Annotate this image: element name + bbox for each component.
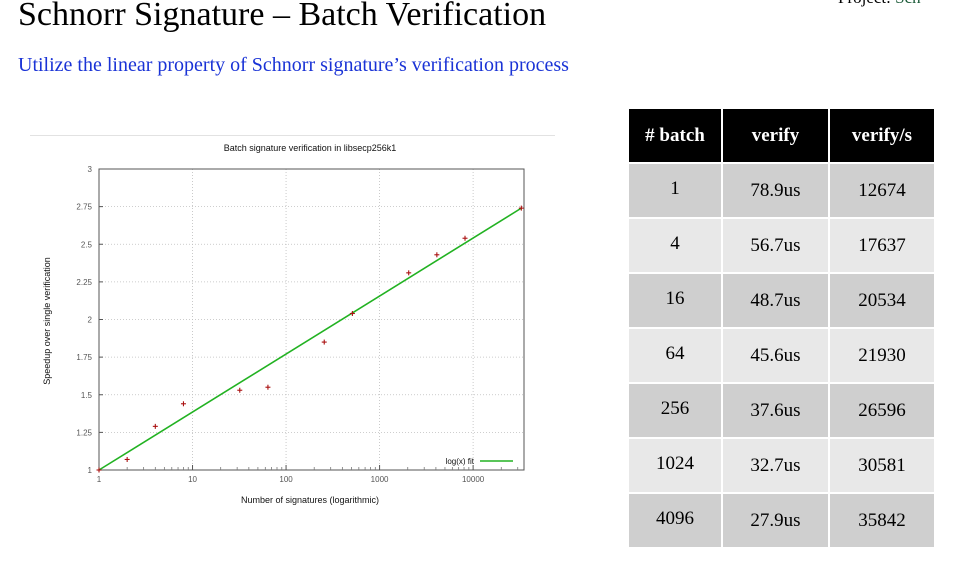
data-point: [180, 401, 186, 407]
y-tick-label: 1.5: [81, 391, 93, 400]
table-row: 1 78.9us 12674: [629, 162, 934, 218]
cell-verify: 48.7us: [722, 272, 830, 328]
legend-label: log(x) fit: [446, 457, 475, 466]
x-tick-label: 10: [188, 475, 197, 484]
batch-table: # batch verify verify/s 1 78.9us 12674 4…: [629, 109, 934, 547]
data-point: [434, 252, 440, 258]
cell-verify: 56.7us: [722, 217, 830, 273]
fit-series: [98, 207, 522, 471]
y-tick-label: 1.75: [76, 353, 92, 362]
y-tick-label: 2: [88, 316, 93, 325]
y-tick-label: 1: [88, 466, 93, 475]
speedup-chart: Batch signature verification in libsecp2…: [30, 135, 555, 515]
table-row: 16 48.7us 20534: [629, 272, 934, 328]
y-tick-label: 2.5: [81, 240, 93, 249]
data-point: [462, 235, 468, 241]
cell-verify-per-s: 12674: [829, 162, 934, 218]
header-verify-per-s: verify/s: [829, 109, 934, 163]
cell-verify-per-s: 35842: [829, 492, 934, 547]
x-tick-label: 100: [279, 475, 293, 484]
cell-verify: 78.9us: [722, 162, 830, 218]
chart-ticks: 1 1.25 1.5 1.75 2 2.25 2.5 2.75 3 1 10 100 1000 10000: [76, 165, 519, 484]
data-point: [518, 205, 524, 211]
cell-verify: 32.7us: [722, 437, 830, 493]
chart-svg: Batch signature verification in libsecp2…: [30, 135, 555, 505]
chart-title: Batch signature verification in libsecp2…: [224, 143, 397, 153]
cell-batch: 1: [629, 162, 723, 218]
y-tick-label: 3: [88, 165, 93, 174]
cell-verify-per-s: 20534: [829, 272, 934, 328]
fit-line: [98, 207, 522, 471]
data-point: [152, 423, 158, 429]
slide-subtitle: Utilize the linear property of Schnorr s…: [18, 54, 569, 76]
cell-verify-per-s: 17637: [829, 217, 934, 273]
table-row: 64 45.6us 21930: [629, 327, 934, 383]
cell-verify: 27.9us: [722, 492, 830, 547]
data-point: [237, 387, 243, 393]
data-point: [349, 310, 355, 316]
cell-verify-per-s: 21930: [829, 327, 934, 383]
cell-verify-per-s: 30581: [829, 437, 934, 493]
x-tick-label: 10000: [462, 475, 485, 484]
project-label-tail: Sch: [895, 0, 921, 7]
cell-verify: 45.6us: [722, 327, 830, 383]
table-header-row: # batch verify verify/s: [629, 109, 934, 163]
project-label: Project: Sch: [838, 0, 921, 8]
slide-title: Schnorr Signature – Batch Verification: [18, 0, 547, 33]
y-tick-label: 2.75: [76, 203, 92, 212]
header-verify: verify: [722, 109, 830, 163]
project-label-text: Project:: [838, 0, 891, 7]
data-point: [265, 384, 271, 390]
cell-batch: 4096: [629, 492, 723, 547]
data-point: [406, 270, 412, 276]
cell-verify-per-s: 26596: [829, 382, 934, 438]
data-point: [124, 456, 130, 462]
cell-batch: 4: [629, 217, 723, 273]
y-tick-label: 2.25: [76, 278, 92, 287]
chart-legend: log(x) fit: [446, 457, 513, 466]
data-point: [96, 467, 102, 473]
x-axis-label: Number of signatures (logarithmic): [241, 495, 379, 505]
table-row: 256 37.6us 26596: [629, 382, 934, 438]
cell-batch: 64: [629, 327, 723, 383]
y-axis-label: Speedup over single verification: [42, 257, 52, 385]
x-tick-label: 1: [97, 475, 102, 484]
data-point: [321, 339, 327, 345]
table-row: 4096 27.9us 35842: [629, 492, 934, 547]
y-tick-label: 1.25: [76, 428, 92, 437]
point-series: [96, 205, 524, 473]
header-batch: # batch: [629, 109, 723, 163]
cell-batch: 256: [629, 382, 723, 438]
chart-grid: [98, 168, 524, 471]
cell-batch: 1024: [629, 437, 723, 493]
cell-verify: 37.6us: [722, 382, 830, 438]
table-row: 1024 32.7us 30581: [629, 437, 934, 493]
table-row: 4 56.7us 17637: [629, 217, 934, 273]
cell-batch: 16: [629, 272, 723, 328]
x-tick-label: 1000: [371, 475, 389, 484]
